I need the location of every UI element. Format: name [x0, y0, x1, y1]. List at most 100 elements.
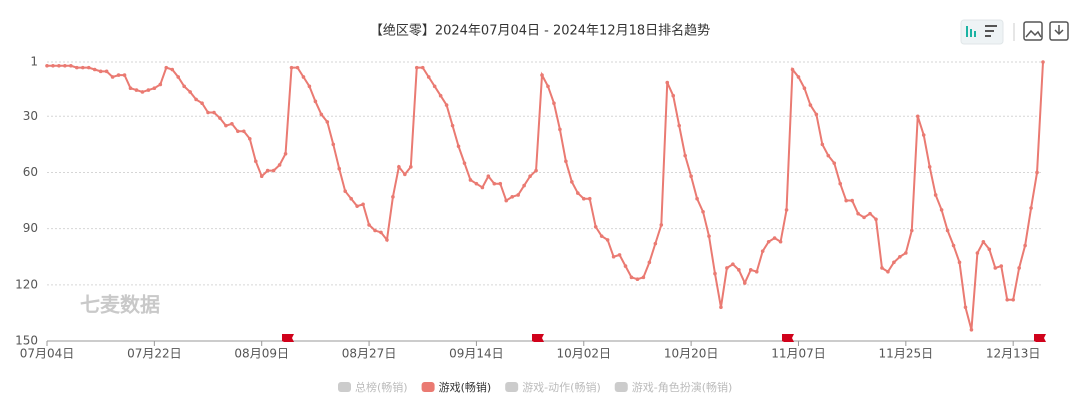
data-point	[748, 268, 753, 272]
data-point	[295, 65, 300, 70]
data-point	[790, 67, 795, 72]
data-point	[534, 168, 538, 173]
legend-swatch	[338, 382, 351, 392]
data-point	[462, 161, 467, 165]
data-point	[599, 234, 604, 238]
data-point	[331, 142, 336, 147]
x-tick-label: 10月20日	[664, 347, 719, 361]
event-flag	[1034, 334, 1046, 342]
legend-item[interactable]: 总榜(畅销)	[338, 380, 408, 394]
data-point	[558, 127, 562, 132]
data-point	[629, 275, 634, 280]
event-flag	[532, 334, 544, 342]
data-point	[277, 163, 282, 167]
data-point	[212, 110, 216, 115]
data-point	[426, 75, 431, 79]
data-point	[999, 264, 1004, 268]
data-point	[498, 181, 503, 186]
data-point	[1017, 266, 1021, 270]
y-tick-label: 60	[23, 165, 38, 179]
x-tick-label: 11月07日	[771, 347, 826, 361]
data-point	[635, 277, 640, 282]
data-point	[391, 195, 395, 199]
data-point	[677, 123, 681, 128]
icon-part	[974, 31, 976, 37]
data-point	[379, 230, 383, 235]
y-tick-label: 120	[15, 277, 38, 291]
x-tick-label: 09月14日	[449, 347, 504, 361]
data-point	[969, 327, 974, 332]
data-point	[611, 254, 616, 259]
data-point	[1011, 298, 1015, 302]
data-point	[51, 63, 55, 68]
data-point	[247, 136, 252, 141]
data-point	[778, 239, 783, 244]
y-tick-label: 30	[23, 109, 38, 123]
data-point	[146, 88, 151, 92]
data-point	[122, 73, 127, 77]
data-point	[659, 223, 664, 227]
data-point	[957, 260, 962, 265]
data-point	[224, 123, 228, 128]
legend-item[interactable]: 游戏-动作(畅销)	[505, 380, 601, 394]
data-point	[784, 208, 789, 212]
data-point	[116, 73, 121, 77]
legend: 总榜(畅销) 游戏(畅销) 游戏-动作(畅销) 游戏-角色扮演(畅销)	[338, 380, 732, 394]
image-button[interactable]	[1023, 21, 1043, 41]
data-point	[438, 93, 443, 98]
data-point	[856, 211, 860, 216]
data-point	[337, 166, 342, 171]
data-point	[468, 178, 473, 182]
data-point	[75, 65, 79, 70]
data-point	[647, 260, 652, 265]
data-point	[110, 75, 115, 79]
data-point	[951, 243, 956, 248]
data-point	[546, 84, 550, 89]
data-point	[904, 251, 908, 255]
data-point	[898, 254, 902, 259]
data-point	[844, 198, 848, 203]
data-point	[975, 251, 980, 255]
x-tick-label: 07月04日	[20, 347, 75, 361]
data-point	[414, 65, 419, 70]
data-point	[892, 260, 896, 265]
series-line	[47, 61, 1044, 331]
data-point	[766, 239, 771, 244]
data-point	[880, 266, 884, 270]
data-point	[474, 181, 479, 186]
data-point	[617, 253, 622, 257]
data-point	[528, 174, 532, 179]
data-point	[271, 168, 276, 173]
data-point	[701, 209, 705, 214]
legend-item[interactable]: 游戏(畅销)	[421, 380, 492, 394]
data-point	[265, 168, 270, 173]
data-point	[355, 204, 359, 208]
data-point	[933, 193, 938, 197]
data-point	[832, 161, 837, 165]
data-point	[552, 101, 556, 105]
watermark: 七麦数据	[80, 293, 160, 317]
y-tick-label: 150	[15, 334, 38, 348]
download-button[interactable]	[1049, 21, 1069, 41]
data-point	[570, 180, 574, 184]
data-point	[486, 174, 491, 179]
event-flag	[282, 334, 294, 342]
data-point	[456, 144, 461, 149]
data-point	[253, 159, 258, 164]
data-point	[945, 228, 950, 233]
data-point	[349, 196, 353, 201]
data-point	[820, 142, 825, 147]
data-point	[385, 238, 389, 242]
data-point	[695, 196, 699, 201]
legend-item[interactable]: 游戏-角色扮演(畅销)	[614, 380, 733, 394]
data-point	[564, 159, 568, 164]
data-point	[772, 236, 777, 240]
data-point	[683, 153, 687, 158]
legend-swatch	[614, 382, 628, 392]
data-point	[921, 133, 926, 137]
data-point	[86, 65, 91, 70]
data-point	[92, 67, 97, 72]
data-point	[689, 174, 693, 179]
data-point	[808, 103, 813, 107]
